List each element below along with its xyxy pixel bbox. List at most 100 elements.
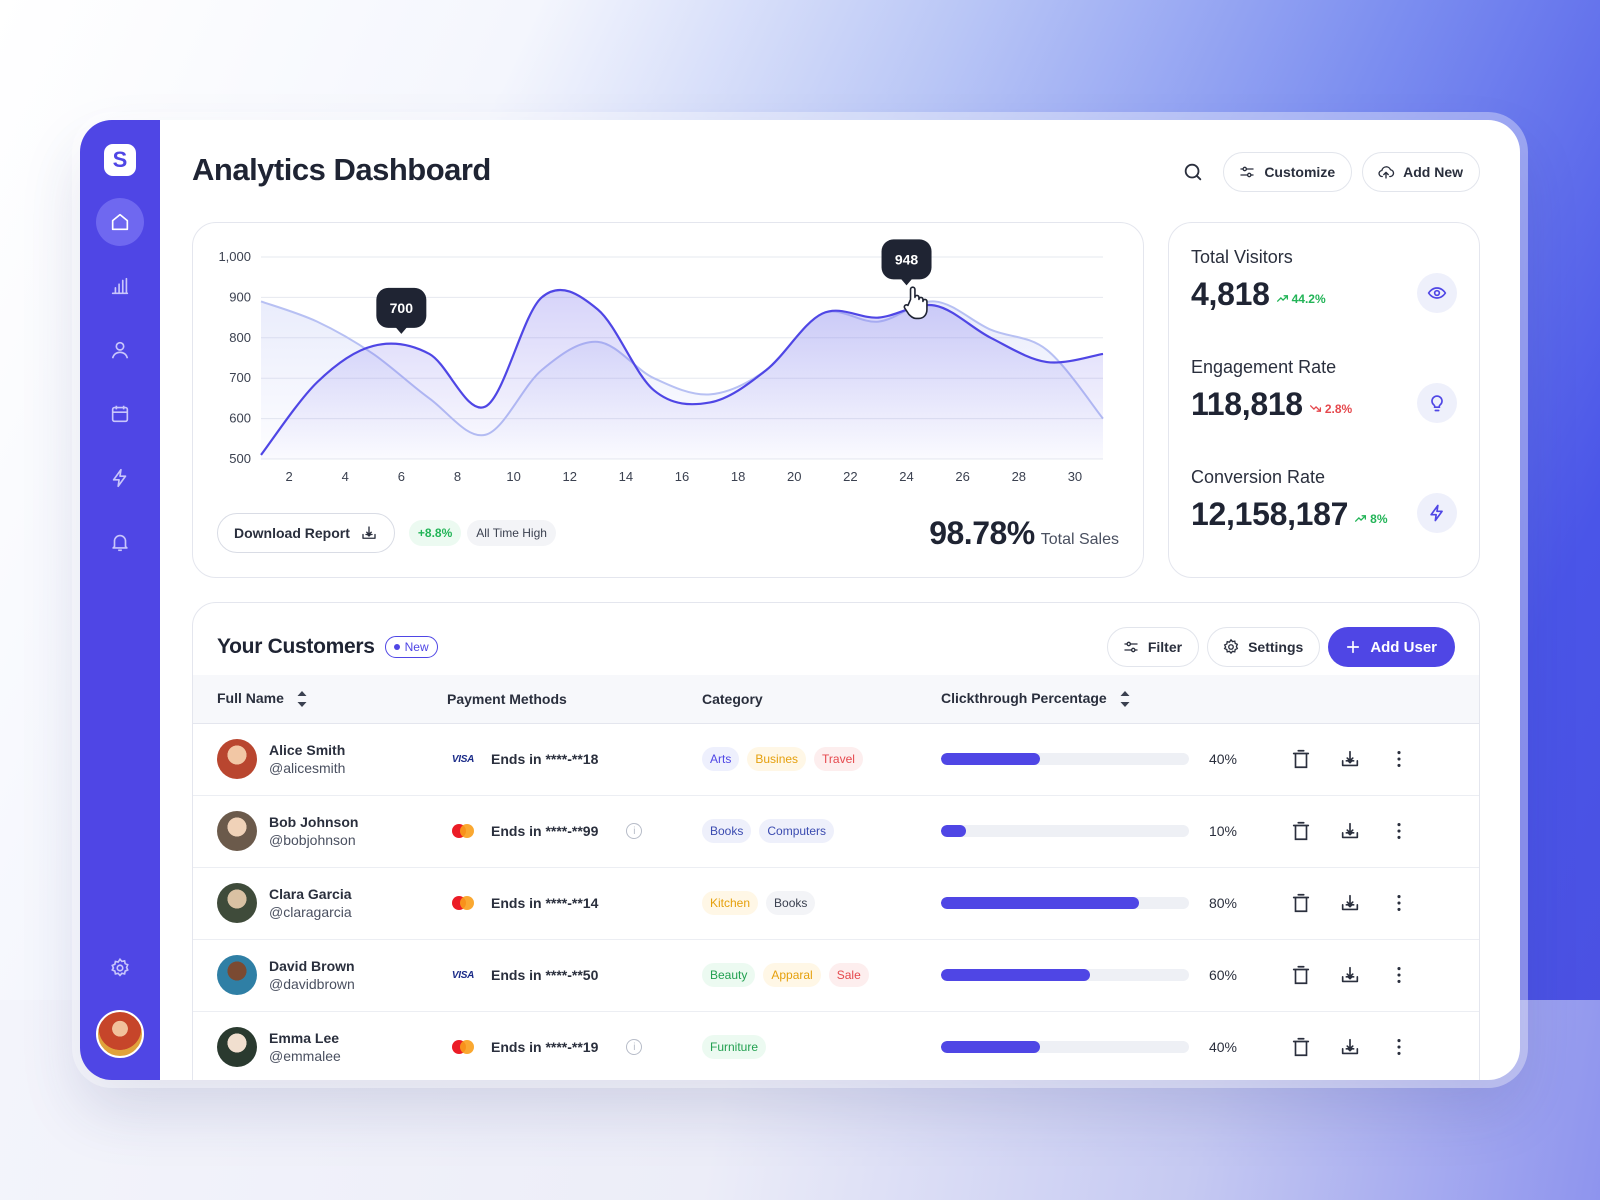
customize-button[interactable]: Customize	[1223, 152, 1353, 192]
column-header-name[interactable]: Full Name	[193, 675, 447, 724]
category-tag: Kitchen	[702, 891, 759, 915]
total-sales-label: Total Sales	[1040, 530, 1119, 548]
more-vertical-icon[interactable]	[1388, 748, 1410, 770]
sort-icon[interactable]	[1119, 690, 1131, 708]
download-icon[interactable]	[1339, 1036, 1361, 1058]
customer-handle: @emmalee	[269, 1048, 341, 1064]
customer-avatar	[217, 1027, 257, 1067]
sidebar-item-users[interactable]	[96, 326, 144, 374]
download-icon[interactable]	[1339, 748, 1361, 770]
sidebar-item-analytics[interactable]	[96, 262, 144, 310]
card-logo: VISA	[447, 963, 479, 987]
customers-card: Your Customers New Filter Settings Add U…	[192, 602, 1480, 1080]
sliders-icon	[1240, 166, 1254, 178]
stat-icon-button[interactable]	[1417, 493, 1457, 533]
add-new-button[interactable]: Add New	[1362, 152, 1480, 192]
more-vertical-icon[interactable]	[1388, 820, 1410, 842]
customer-handle: @davidbrown	[269, 976, 355, 992]
stat-icon-button[interactable]	[1417, 273, 1457, 313]
value-callout	[376, 287, 427, 328]
callout-pointer	[900, 278, 913, 286]
trend-down-icon	[1309, 405, 1321, 412]
card-ending: Ends in ****-**14	[491, 895, 599, 911]
download-icon[interactable]	[1339, 964, 1361, 986]
customer-name: Emma Lee	[269, 1030, 340, 1046]
settings-label: Settings	[1248, 639, 1304, 655]
category-tags: Arts Busines Travel	[702, 747, 941, 771]
filter-button[interactable]: Filter	[1106, 627, 1200, 667]
customer-name: David Brown	[269, 958, 355, 974]
row-actions	[1266, 964, 1479, 986]
sidebar-item-notifications[interactable]	[96, 518, 144, 566]
mastercard-logo	[452, 824, 474, 838]
home-icon	[111, 213, 129, 231]
more-vertical-icon[interactable]	[1388, 964, 1410, 986]
card-logo	[447, 819, 479, 843]
category-tags: Books Computers	[702, 819, 941, 843]
callout-label: 948	[895, 251, 919, 267]
column-header-clickthrough[interactable]: Clickthrough Percentage	[941, 675, 1266, 724]
stat-icon-button[interactable]	[1417, 383, 1457, 423]
card-logo: VISA	[447, 747, 479, 771]
more-vertical-icon[interactable]	[1388, 1036, 1410, 1058]
cloud-upload-icon	[1378, 166, 1395, 179]
clickthrough-bar-fill	[941, 969, 1090, 981]
payment-cell: Ends in ****-**14	[447, 891, 702, 915]
y-tick-label: 900	[229, 289, 251, 304]
category-tag: Computers	[759, 819, 835, 843]
change-chip: +8.8%	[408, 520, 462, 546]
sidebar-item-settings[interactable]	[96, 944, 144, 992]
y-tick-label: 1,000	[218, 249, 251, 264]
info-icon[interactable]: i	[626, 823, 643, 839]
table-row[interactable]: Alice Smith @alicesmith VISA Ends in ***…	[193, 723, 1479, 795]
add-user-button[interactable]: Add User	[1328, 627, 1455, 667]
sidebar-item-automation[interactable]	[96, 454, 144, 502]
table-row[interactable]: Emma Lee @emmalee Ends in ****-**19 i Fur…	[193, 1011, 1479, 1080]
trash-icon[interactable]	[1290, 820, 1312, 842]
sidebar-item-calendar[interactable]	[96, 390, 144, 438]
download-report-button[interactable]: Download Report	[217, 513, 395, 553]
info-icon[interactable]: i	[626, 1039, 643, 1055]
trash-icon[interactable]	[1290, 892, 1312, 914]
row-actions	[1266, 820, 1479, 842]
sidebar-item-home[interactable]	[96, 198, 144, 246]
more-vertical-icon[interactable]	[1388, 892, 1410, 914]
table-row[interactable]: Bob Johnson @bobjohnson Ends in ****-**9…	[193, 795, 1479, 867]
stat-engagement-rate: Engagement Rate 118,818 2.8%	[1191, 357, 1457, 467]
x-tick-label: 28	[1012, 469, 1026, 484]
trend-up: 8%	[1354, 512, 1388, 526]
card-ending: Ends in ****-**18	[491, 751, 599, 767]
column-header-actions	[1266, 675, 1479, 724]
x-tick-label: 6	[398, 469, 405, 484]
y-tick-label: 600	[229, 411, 251, 426]
trash-icon[interactable]	[1290, 1036, 1312, 1058]
trend-up-icon	[1355, 515, 1367, 522]
download-icon[interactable]	[1339, 820, 1361, 842]
download-icon[interactable]	[1339, 892, 1361, 914]
customers-table-body: Alice Smith @alicesmith VISA Ends in ***…	[193, 723, 1479, 1080]
page-title: Analytics Dashboard	[192, 152, 491, 187]
stat-value: 12,158,187	[1191, 496, 1349, 532]
trash-icon[interactable]	[1290, 964, 1312, 986]
user-avatar[interactable]	[96, 1010, 144, 1058]
settings-button[interactable]: Settings	[1207, 627, 1321, 667]
trash-icon[interactable]	[1290, 748, 1312, 770]
total-sales: 98.78% Total Sales	[929, 515, 1119, 552]
x-tick-label: 30	[1068, 469, 1082, 484]
search-button[interactable]	[1173, 152, 1213, 192]
category-tag: Arts	[702, 747, 740, 771]
eye-icon	[1427, 287, 1447, 299]
app-logo[interactable]: S	[104, 144, 136, 176]
app-window: S	[80, 120, 1520, 1080]
table-row[interactable]: David Brown @davidbrown VISA Ends in ***…	[193, 939, 1479, 1011]
filter-icon	[1124, 641, 1138, 653]
series-1-line	[260, 288, 1104, 456]
sort-icon[interactable]	[296, 690, 308, 708]
customers-table: Full Name Payment Methods Category Click…	[193, 675, 1479, 1080]
category-tag: Sale	[828, 963, 869, 987]
stats-card: Total Visitors 4,818 44.2% Engagement Ra…	[1168, 222, 1480, 578]
sidebar: S	[80, 120, 160, 1080]
lightning-icon	[1430, 504, 1443, 522]
table-row[interactable]: Clara Garcia @claragarcia Ends in ****-*…	[193, 867, 1479, 939]
clickthrough-bar	[941, 1041, 1189, 1053]
